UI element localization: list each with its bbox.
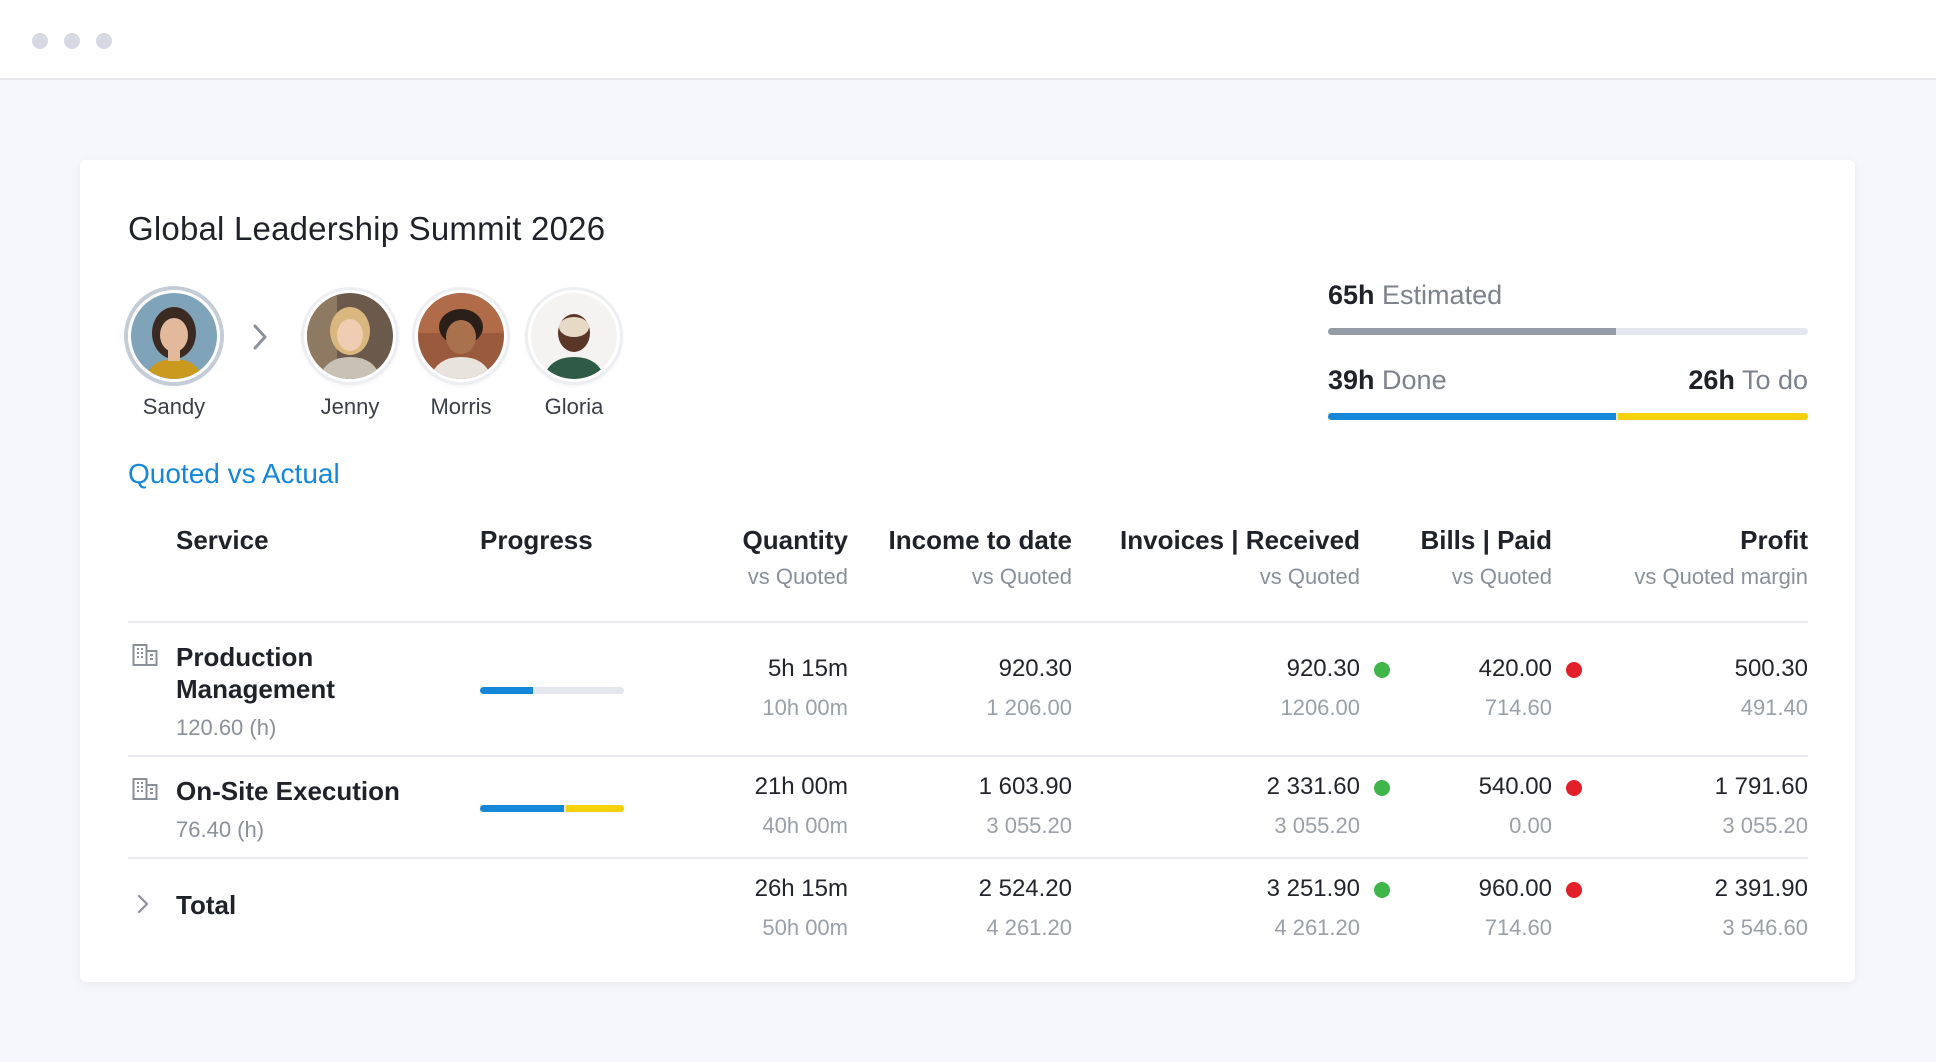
invoices-cell: 3 251.90 4 261.20	[1266, 875, 1360, 940]
column-header-income[interactable]: Income to date vs Quoted	[888, 525, 1072, 589]
profit-cell: 2 391.90 3 546.60	[1714, 875, 1808, 940]
row-divider	[128, 857, 1808, 859]
service-name: On-Site Execution	[176, 776, 400, 806]
done-todo-hours: 39h Done 26h To do	[1328, 365, 1808, 399]
estimated-hours: 65h Estimated	[1328, 280, 1808, 314]
chevron-right-icon[interactable]	[136, 893, 150, 915]
window-control-close-dot[interactable]	[32, 33, 48, 49]
person-avatar-icon	[128, 290, 220, 382]
estimated-hours-label: Estimated	[1382, 280, 1503, 310]
column-header-progress[interactable]: Progress	[480, 525, 593, 555]
team-member-name: Morris	[430, 394, 492, 419]
quantity-cell: 5h 15m 10h 00m	[762, 655, 848, 720]
received-status-dot	[1374, 882, 1390, 898]
done-todo-progress-bar	[1328, 413, 1808, 420]
building-icon	[132, 644, 158, 666]
done-hours-value: 39h	[1328, 365, 1375, 395]
profit-cell: 500.30 491.40	[1734, 655, 1808, 720]
row-divider	[128, 755, 1808, 757]
todo-hours-value: 26h	[1688, 365, 1735, 395]
todo-hours-label: To do	[1741, 365, 1808, 395]
column-header-service[interactable]: Service	[176, 525, 269, 555]
service-progress-done	[480, 687, 534, 694]
quoted-vs-actual-link[interactable]: Quoted vs Actual	[128, 458, 340, 489]
paid-status-dot	[1566, 780, 1582, 796]
received-status-dot	[1374, 662, 1390, 678]
team-member-name: Jenny	[320, 394, 380, 419]
income-cell: 920.30 1 206.00	[986, 655, 1072, 720]
quantity-cell: 26h 15m 50h 00m	[754, 875, 848, 940]
row-divider	[128, 621, 1808, 623]
profit-cell: 1 791.60 3 055.20	[1714, 773, 1808, 838]
total-label: Total	[176, 890, 237, 920]
quantity-cell: 21h 00m 40h 00m	[754, 773, 848, 838]
person-avatar-icon	[304, 290, 396, 382]
service-progress-bar	[480, 687, 624, 694]
team-member[interactable]: Morris	[415, 290, 507, 420]
income-cell: 2 524.20 4 261.20	[978, 875, 1072, 940]
column-header-profit[interactable]: Profit vs Quoted margin	[1634, 525, 1808, 589]
person-avatar-icon	[415, 290, 507, 382]
received-status-dot	[1374, 780, 1390, 796]
project-title: Global Leadership Summit 2026	[128, 210, 606, 247]
project-card: Global Leadership Summit 2026 Sandy	[80, 160, 1855, 982]
hours-summary: 65h Estimated 39h Done 26h To do	[1328, 280, 1808, 420]
done-progress-fill	[1328, 413, 1616, 420]
done-hours: 39h Done	[1328, 365, 1447, 395]
team-lead[interactable]: Sandy	[128, 290, 220, 420]
person-avatar-icon	[528, 290, 620, 382]
bills-cell: 540.00 0.00	[1478, 773, 1552, 838]
income-cell: 1 603.90 3 055.20	[978, 773, 1072, 838]
invoices-cell: 2 331.60 3 055.20	[1266, 773, 1360, 838]
column-header-quantity[interactable]: Quantity vs Quoted	[742, 525, 848, 589]
service-progress-todo	[565, 805, 624, 812]
service-name: Production Management	[176, 642, 335, 704]
team-member[interactable]: Jenny	[304, 290, 396, 420]
bills-cell: 420.00 714.60	[1478, 655, 1552, 720]
estimated-progress-fill	[1328, 328, 1616, 335]
done-hours-label: Done	[1382, 365, 1447, 395]
estimated-progress-bar	[1328, 328, 1808, 335]
column-header-bills[interactable]: Bills | Paid vs Quoted	[1420, 525, 1552, 589]
todo-hours: 26h To do	[1688, 365, 1808, 396]
todo-progress-fill	[1618, 413, 1808, 420]
service-rate: 76.40 (h)	[176, 817, 265, 842]
service-rate: 120.60 (h)	[176, 715, 277, 740]
window-titlebar	[0, 0, 1936, 80]
paid-status-dot	[1566, 882, 1582, 898]
column-header-invoices[interactable]: Invoices | Received vs Quoted	[1120, 525, 1360, 589]
invoices-cell: 920.30 1206.00	[1280, 655, 1360, 720]
window-control-minimize-dot[interactable]	[64, 33, 80, 49]
bills-cell: 960.00 714.60	[1478, 875, 1552, 940]
team-member-name: Gloria	[544, 394, 604, 419]
estimated-hours-value: 65h	[1328, 280, 1375, 310]
team-member[interactable]: Gloria	[528, 290, 620, 420]
chevron-right-icon	[253, 324, 267, 350]
paid-status-dot	[1566, 662, 1582, 678]
team-lead-name: Sandy	[142, 394, 206, 419]
building-icon	[132, 778, 158, 800]
service-progress-done	[480, 805, 564, 812]
window-control-maximize-dot[interactable]	[96, 33, 112, 49]
service-progress-bar	[480, 805, 624, 812]
